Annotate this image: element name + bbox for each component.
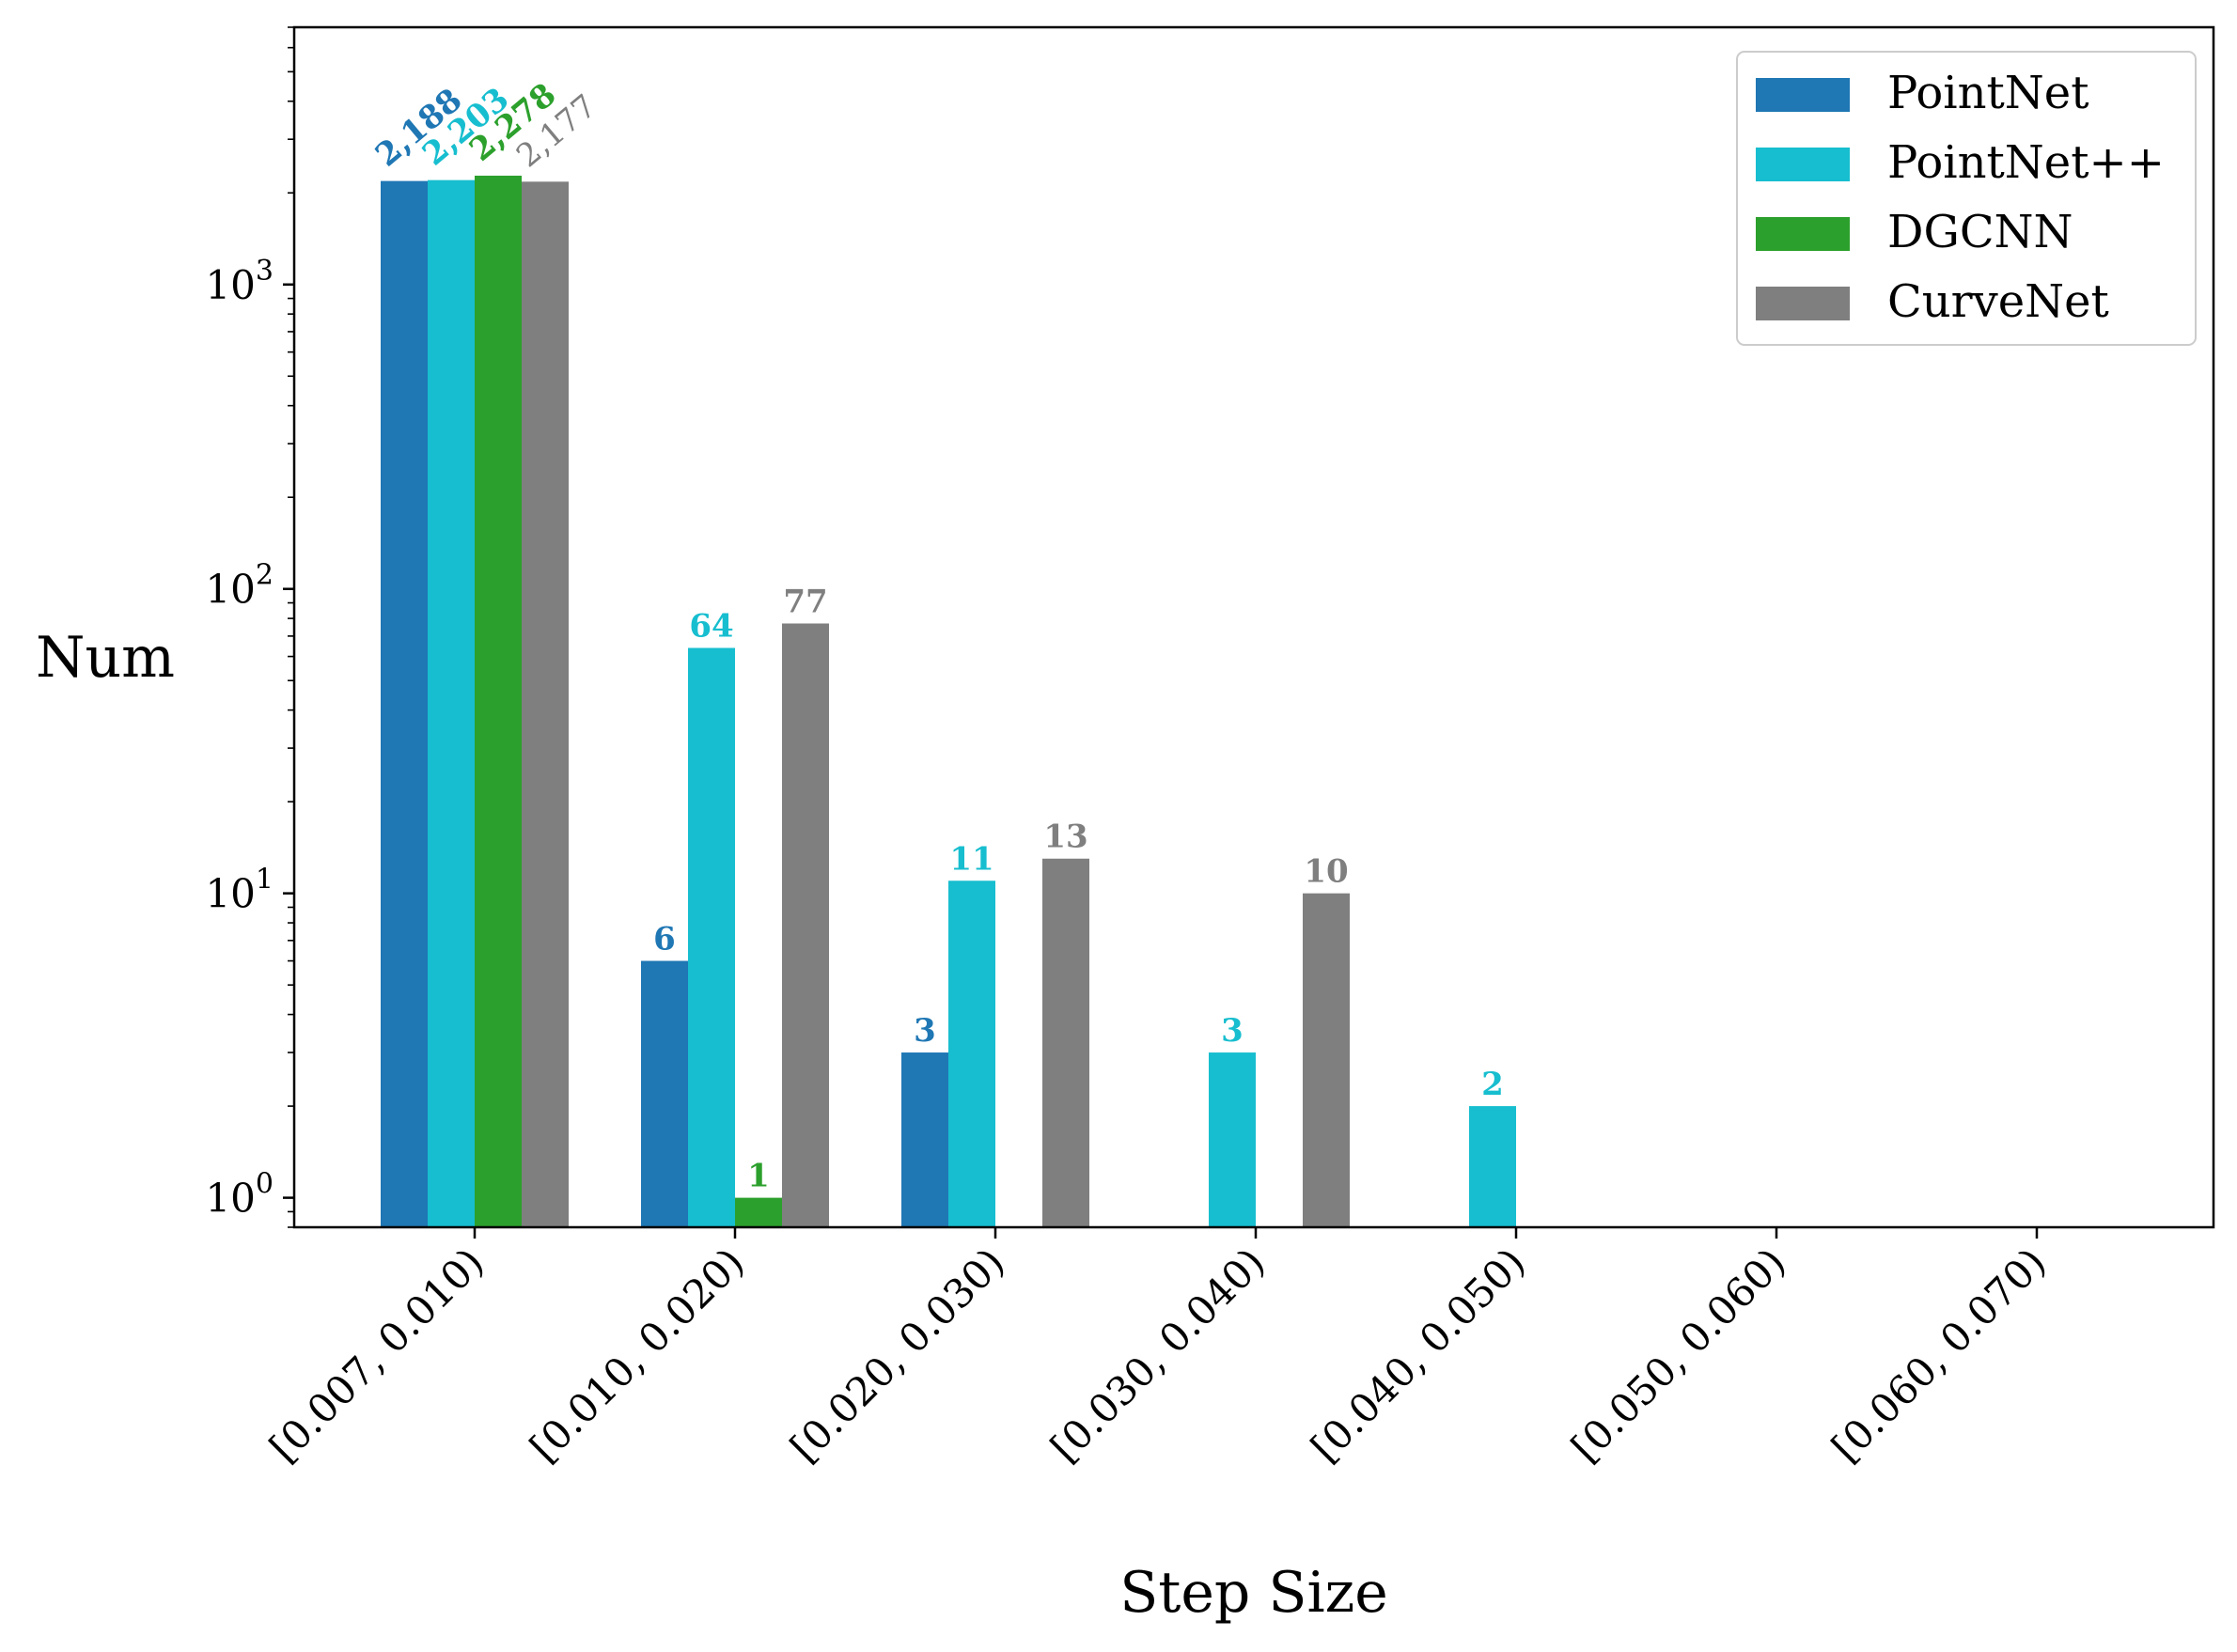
x-tick-label-4: [0.040, 0.050) <box>1302 1239 1534 1471</box>
y-tick-label-0: 100 <box>205 1168 274 1222</box>
bar-label-dgcnn-1: 1 <box>747 1158 770 1195</box>
bar-label-pointnetplusplus-1: 64 <box>689 608 733 646</box>
bar-curvenet-1 <box>782 623 829 1227</box>
legend-label-pointnetplusplus: PointNet++ <box>1887 136 2165 189</box>
bar-pointnetplusplus-3 <box>1209 1052 1256 1227</box>
bar-label-curvenet-1: 77 <box>783 583 827 620</box>
y-tick-label-2: 102 <box>205 559 274 613</box>
legend-label-pointnet: PointNet <box>1887 67 2089 119</box>
x-tick-label-0: [0.007, 0.010) <box>260 1239 493 1471</box>
y-axis: 100 101 102 103 <box>205 26 294 1228</box>
bar-label-pointnet-2: 3 <box>914 1012 936 1050</box>
legend-swatch-pointnetplusplus <box>1756 148 1850 181</box>
bar-pointnet-2 <box>901 1052 948 1227</box>
bar-curvenet-3 <box>1303 893 1350 1227</box>
y-tick-label-1: 101 <box>205 864 274 917</box>
x-tick-label-3: [0.030, 0.040) <box>1041 1239 1274 1471</box>
legend: PointNet PointNet++ DGCNN CurveNet <box>1736 51 2197 346</box>
bar-label-curvenet-3: 10 <box>1304 853 1348 891</box>
legend-label-curvenet: CurveNet <box>1887 275 2109 328</box>
bars-layer <box>381 175 1516 1228</box>
bar-dgcnn-0 <box>475 175 522 1227</box>
bar-pointnet-0 <box>381 180 428 1227</box>
legend-swatch-pointnet <box>1756 78 1850 112</box>
bar-label-pointnet-1: 6 <box>653 921 676 958</box>
bar-pointnet-1 <box>641 960 688 1227</box>
x-tick-label-2: [0.020, 0.030) <box>781 1239 1013 1471</box>
bar-label-pointnetplusplus-2: 11 <box>949 840 993 878</box>
bar-label-pointnetplusplus-3: 3 <box>1221 1012 1244 1050</box>
legend-label-dgcnn: DGCNN <box>1887 206 2073 258</box>
plot-frame <box>292 25 2215 1229</box>
bar-label-curvenet-2: 13 <box>1043 818 1087 856</box>
bar-dgcnn-1 <box>735 1197 782 1227</box>
x-axis-label: Step Size <box>1119 1560 1388 1626</box>
bar-curvenet-2 <box>1042 858 1089 1227</box>
bar-pointnetplusplus-2 <box>948 881 995 1227</box>
bar-pointnetplusplus-1 <box>688 647 735 1227</box>
x-tick-label-6: [0.060, 0.070) <box>1822 1239 2055 1471</box>
legend-box <box>1736 51 2197 346</box>
y-axis-label: Num <box>36 625 175 691</box>
legend-swatch-curvenet <box>1756 287 1850 320</box>
x-tick-label-1: [0.010, 0.020) <box>521 1239 753 1471</box>
y-tick-label-3: 103 <box>205 255 274 308</box>
bar-curvenet-0 <box>522 181 569 1228</box>
legend-swatch-dgcnn <box>1756 217 1850 251</box>
bar-label-pointnetplusplus-4: 2 <box>1481 1066 1504 1103</box>
x-axis: [0.007, 0.010) [0.010, 0.020) [0.020, 0.03… <box>260 1227 2055 1471</box>
x-tick-label-5: [0.050, 0.060) <box>1562 1239 1794 1471</box>
bar-pointnetplusplus-4 <box>1469 1106 1516 1227</box>
bar-pointnetplusplus-0 <box>428 179 475 1228</box>
